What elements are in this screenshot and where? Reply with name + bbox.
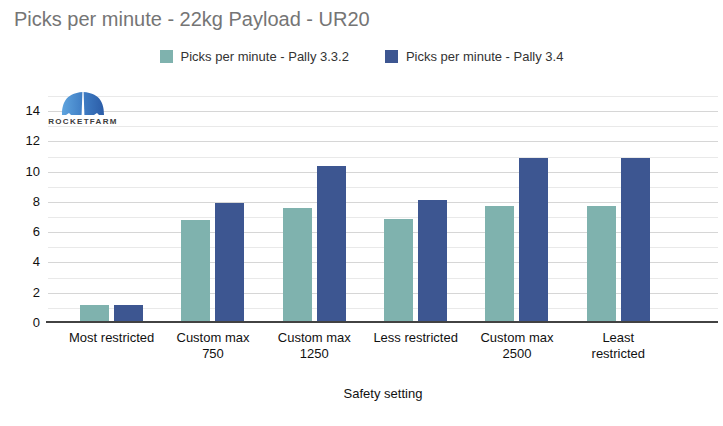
x-tick-label: Custom max 750 [162,330,263,362]
y-tick-label: 14 [0,104,40,118]
y-tick-label: 0 [0,316,40,330]
bar-group-least-restricted [568,96,669,323]
y-tick-label: 12 [0,134,40,148]
bars-region [61,96,669,323]
bar [418,200,447,323]
rocketfarm-logo-text: ROCKETFARM [44,117,122,126]
bar [587,206,616,323]
x-axis-line [46,321,718,323]
bar [215,203,244,323]
y-tick-label: 4 [0,255,40,269]
x-tick-label: Most restricted [61,330,162,362]
y-tick-label: 10 [0,165,40,179]
bar [485,206,514,323]
y-tick-label: 6 [0,225,40,239]
bar-group-custom-max-2500 [466,96,567,323]
bar [384,219,413,323]
y-tick-label: 8 [0,195,40,209]
legend-item-pally-332: Picks per minute - Pally 3.3.2 [160,49,349,64]
bar [181,220,210,323]
x-axis-title: Safety setting [48,386,718,401]
legend-label-pally-34: Picks per minute - Pally 3.4 [406,49,564,64]
bar-group-custom-max-750 [162,96,263,323]
plot-area [48,96,718,323]
chart-title: Picks per minute - 22kg Payload - UR20 [14,8,370,31]
bar [317,166,346,323]
y-axis: 02468101214 [0,96,40,323]
legend-label-pally-332: Picks per minute - Pally 3.3.2 [181,49,349,64]
legend-item-pally-34: Picks per minute - Pally 3.4 [385,49,564,64]
bar-group-custom-max-1250 [264,96,365,323]
x-axis-labels: Most restrictedCustom max 750Custom max … [61,330,669,362]
x-tick-label: Custom max 1250 [264,330,365,362]
chart-container: Picks per minute - 22kg Payload - UR20 P… [0,0,723,426]
bar [283,208,312,323]
bar [621,158,650,323]
legend-swatch-pally-34-icon [385,50,398,63]
x-tick-label: Less restricted [365,330,466,362]
legend: Picks per minute - Pally 3.3.2 Picks per… [0,49,723,64]
rocketfarm-logo: ROCKETFARM [44,90,122,126]
x-tick-label: Least restricted [568,330,669,362]
y-tick-label: 2 [0,286,40,300]
x-tick-label: Custom max 2500 [466,330,567,362]
bar-group-most-restricted [61,96,162,323]
rocketfarm-logo-icon [61,90,105,116]
bar-group-less-restricted [365,96,466,323]
bar [519,158,548,323]
legend-swatch-pally-332-icon [160,50,173,63]
